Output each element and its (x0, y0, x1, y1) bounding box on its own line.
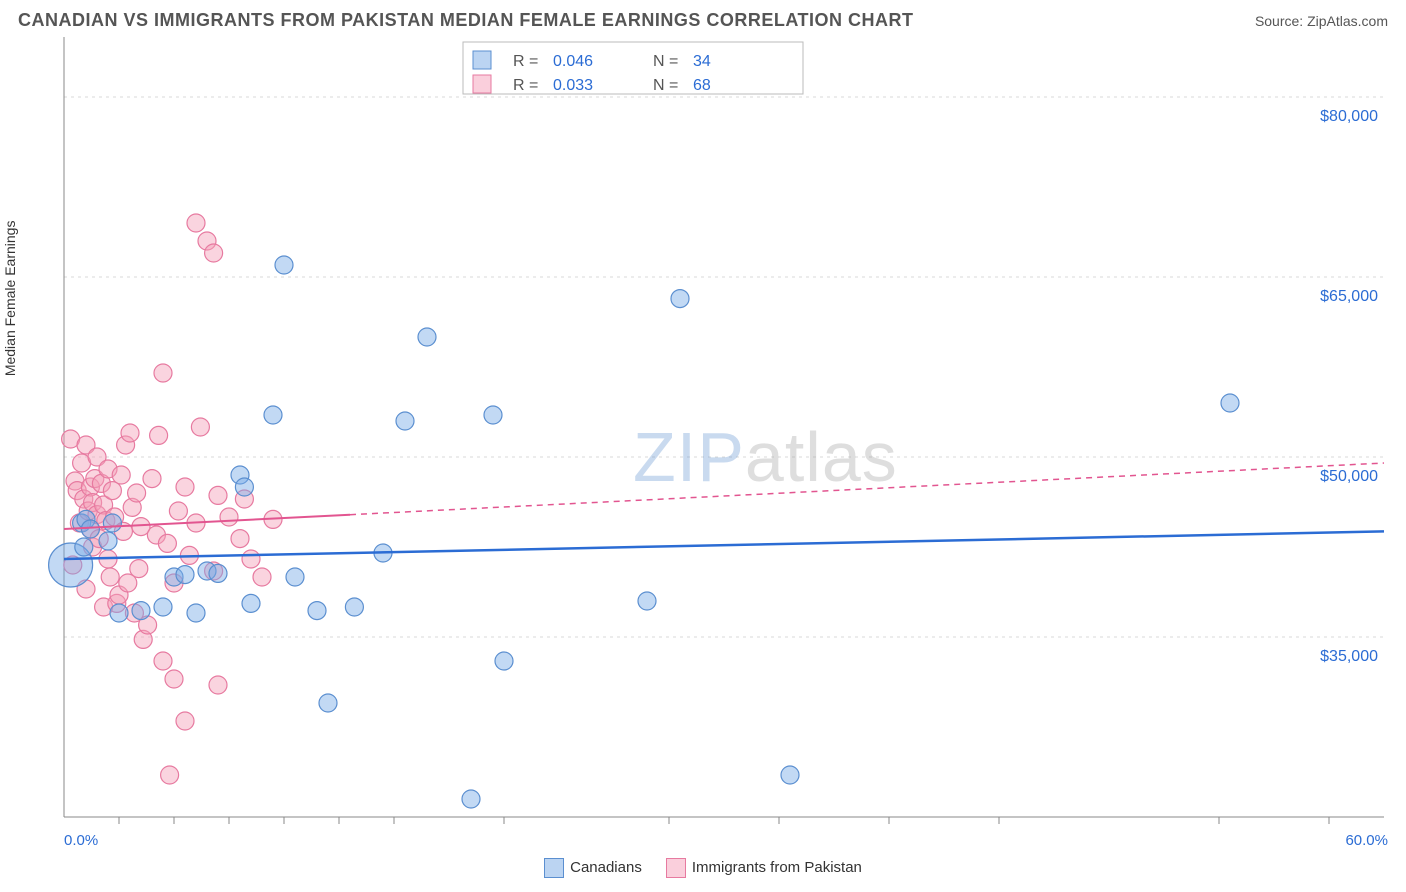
svg-text:$80,000: $80,000 (1320, 108, 1378, 125)
x-axis-min-label: 0.0% (64, 832, 98, 849)
svg-text:34: 34 (693, 53, 711, 70)
scatter-chart: $35,000 $50,000 $65,000 $80,000 R = 0.046 N = 3… (18, 37, 1388, 827)
svg-text:R =: R = (513, 77, 538, 94)
x-axis-labels: 0.0% 60.0% (18, 832, 1388, 854)
legend-item-canadians: Canadians (544, 858, 642, 878)
svg-text:N =: N = (653, 53, 678, 70)
svg-text:N =: N = (653, 77, 678, 94)
svg-text:68: 68 (693, 77, 711, 94)
chart-title: CANADIAN VS IMMIGRANTS FROM PAKISTAN MED… (18, 10, 913, 31)
svg-text:R =: R = (513, 53, 538, 70)
source-attribution: Source: ZipAtlas.com (1255, 13, 1388, 29)
x-axis-max-label: 60.0% (1345, 832, 1388, 849)
svg-text:0.046: 0.046 (553, 53, 593, 70)
svg-text:$50,000: $50,000 (1320, 468, 1378, 485)
svg-text:$35,000: $35,000 (1320, 648, 1378, 665)
legend-swatch-icon (666, 858, 686, 878)
chart-container: Median Female Earnings $35,000$50,000$65… (18, 37, 1388, 854)
y-axis-label: Median Female Earnings (2, 220, 18, 376)
svg-text:0.033: 0.033 (553, 77, 593, 94)
legend-swatch-icon (544, 858, 564, 878)
header: CANADIAN VS IMMIGRANTS FROM PAKISTAN MED… (0, 0, 1406, 37)
bottom-legend: Canadians Immigrants from Pakistan (0, 858, 1406, 878)
svg-text:$65,000: $65,000 (1320, 288, 1378, 305)
legend-item-immigrants: Immigrants from Pakistan (666, 858, 862, 878)
